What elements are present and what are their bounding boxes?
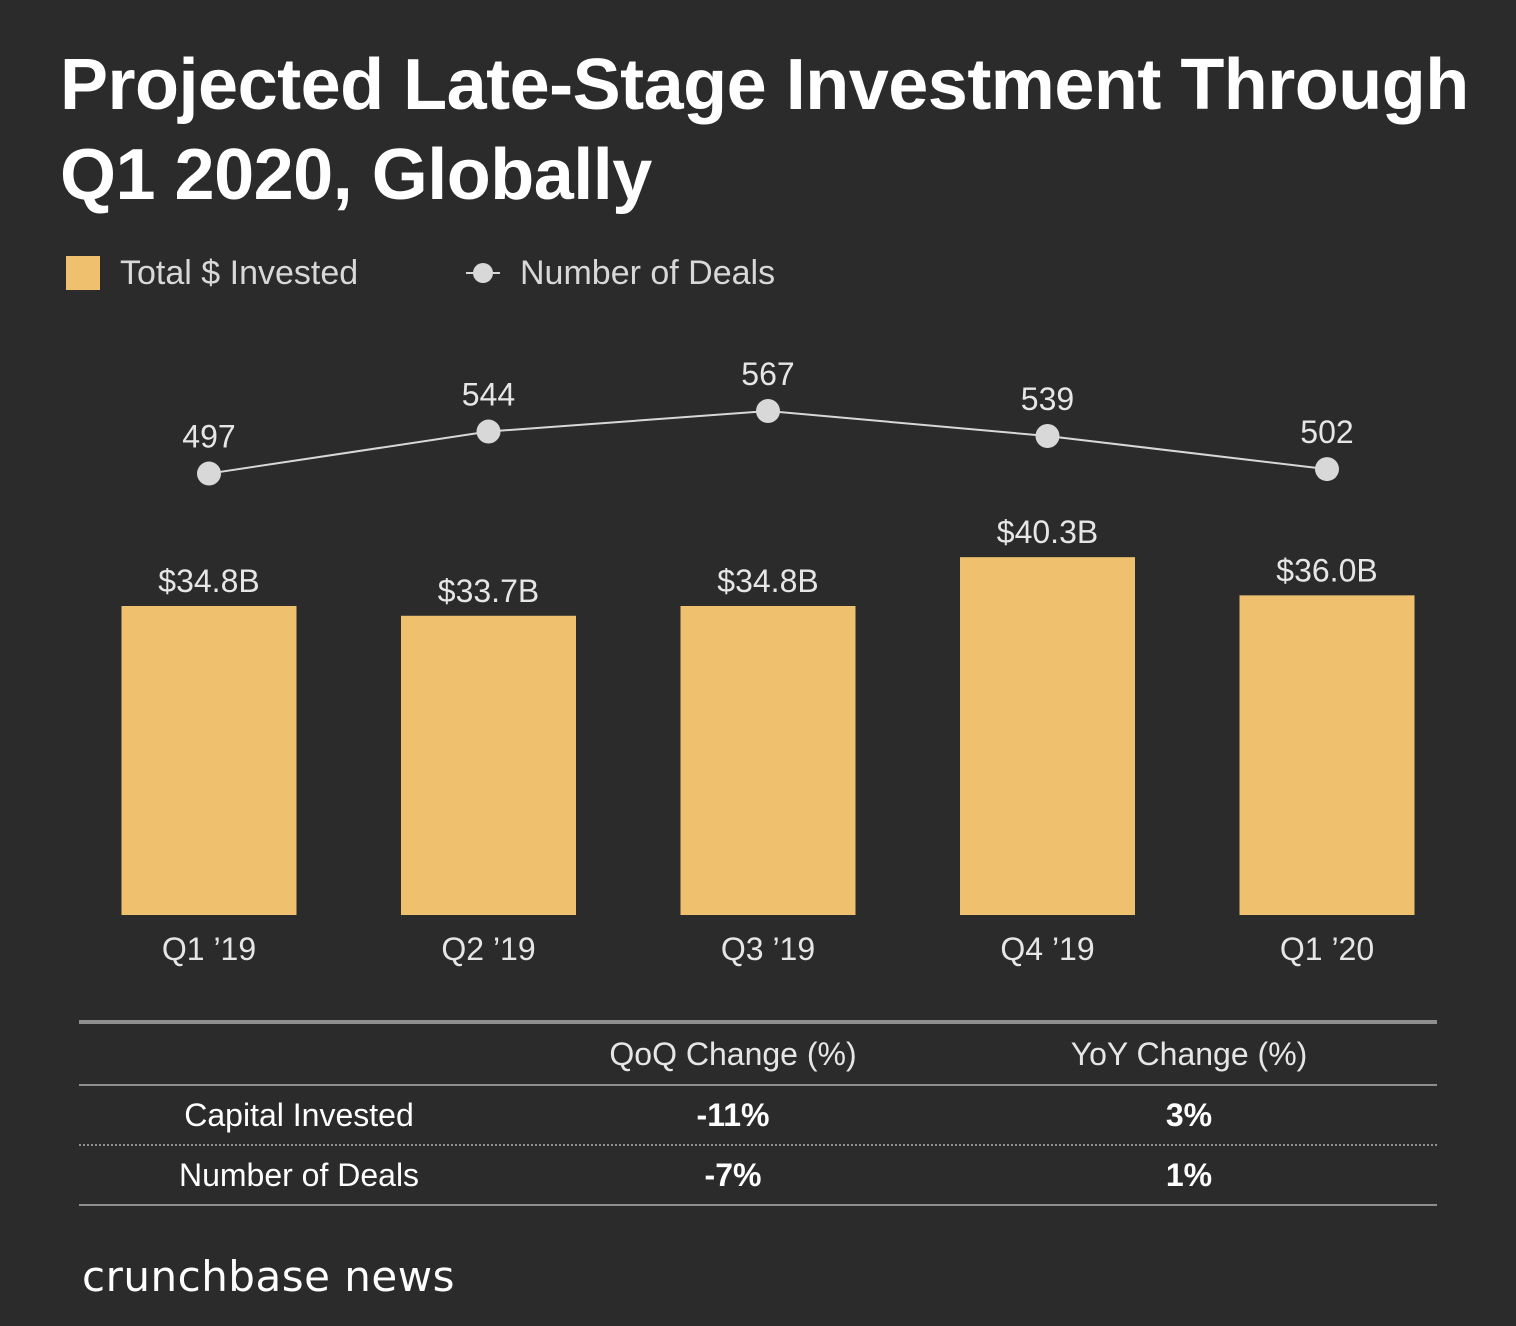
bar-value-label: $34.8B [158,563,259,599]
x-tick-label: Q1 ’20 [1280,931,1374,967]
qoq-capital-invested: -11% [696,1096,770,1133]
chart-title: Projected Late-Stage Investment Through … [60,45,1469,215]
deals-point [1315,457,1339,482]
chart-canvas: $34.8B Q1 ’19 $33.7B Q2 ’19 $34.8B Q3 ’19 $40.… [121,356,1415,967]
x-tick-label: Q1 ’19 [162,931,256,967]
table-row: Number of Deals -7% 1% [79,1146,1437,1206]
bar [121,606,297,915]
table-top-rule [79,1020,1437,1024]
yoy-capital-invested: 3% [1165,1096,1213,1133]
bar [1239,595,1415,915]
row-label-number-of-deals: Number of Deals [178,1156,420,1193]
yoy-number-of-deals: 1% [1165,1156,1213,1193]
deals-point [756,399,780,423]
table-header-row: QoQ Change (%) YoY Change (%) [79,1024,1437,1086]
bar-value-label: $40.3B [997,514,1098,550]
legend-item-number-of-deals: Number of Deals [466,250,775,296]
deals-value-label: 567 [741,356,794,392]
summary-table: QoQ Change (%) YoY Change (%) Capital In… [79,1020,1437,1206]
deals-value-label: 544 [462,377,515,413]
crunchbase-news-logo: crunchbase news [82,1252,455,1301]
bar [401,615,576,915]
table-row: Capital Invested -11% 3% [79,1086,1437,1146]
x-tick-label: Q3 ’19 [721,931,815,967]
deals-value-label: 497 [182,419,235,455]
bar-swatch-icon [66,256,100,290]
qoq-number-of-deals: -7% [704,1156,762,1193]
bar [960,557,1135,915]
table-header-qoq: QoQ Change (%) [609,1035,857,1072]
deals-point [476,419,501,444]
legend-item-total-invested: Total $ Invested [66,250,358,296]
bar-value-label: $33.7B [438,573,539,609]
legend: Total $ Invested Number of Deals [66,250,966,296]
deals-value-label: 539 [1021,381,1074,417]
bar-value-label: $36.0B [1276,552,1377,588]
row-label-capital-invested: Capital Invested [184,1096,414,1133]
bar-value-label: $34.8B [717,563,818,599]
table-header-yoy: YoY Change (%) [1070,1035,1308,1072]
legend-label-total-invested: Total $ Invested [120,253,359,292]
deals-point [1035,424,1060,449]
x-tick-label: Q2 ’19 [441,931,535,967]
legend-label-number-of-deals: Number of Deals [520,253,776,292]
x-tick-label: Q4 ’19 [1000,931,1094,967]
deals-point [197,461,221,486]
deals-value-label: 502 [1300,414,1353,450]
line-marker-icon [466,256,500,290]
bar [680,606,856,915]
